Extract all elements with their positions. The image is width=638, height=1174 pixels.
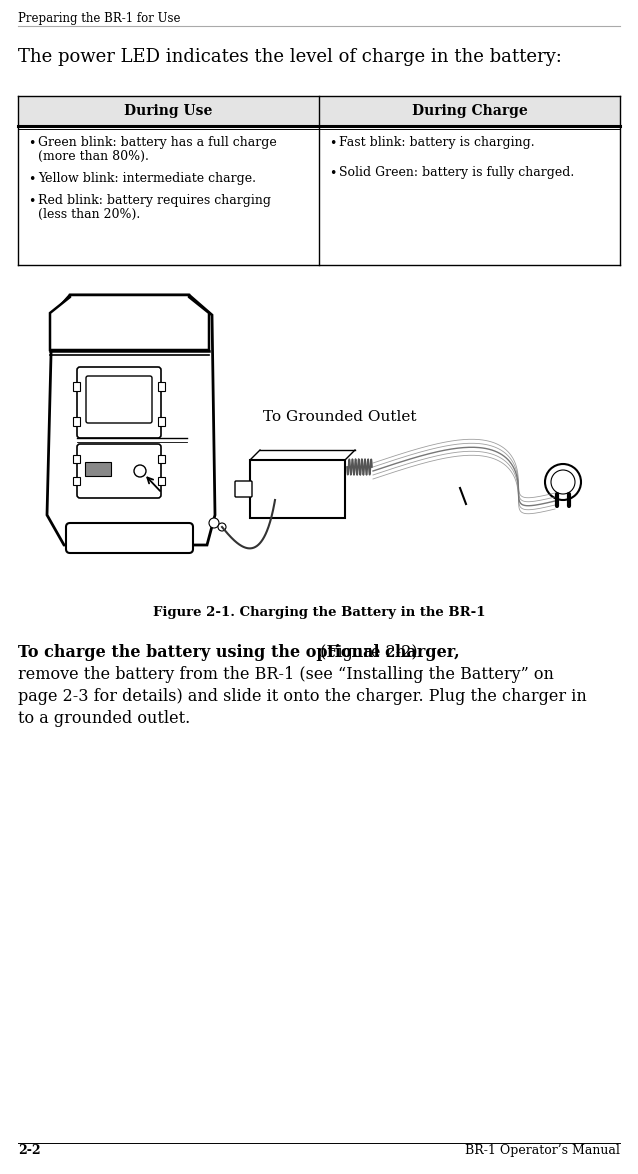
FancyBboxPatch shape: [250, 460, 345, 518]
Text: to a grounded outlet.: to a grounded outlet.: [18, 710, 190, 727]
Text: (Figure 2-2): (Figure 2-2): [315, 645, 418, 661]
Bar: [158, 417, 165, 426]
Bar: [73, 456, 80, 463]
Text: (less than 20%).: (less than 20%).: [38, 208, 140, 221]
Circle shape: [209, 518, 219, 528]
Bar: [73, 417, 80, 426]
Bar: [158, 382, 165, 391]
Circle shape: [134, 465, 146, 477]
FancyBboxPatch shape: [77, 367, 161, 438]
Text: The power LED indicates the level of charge in the battery:: The power LED indicates the level of cha…: [18, 48, 562, 66]
Text: •: •: [329, 137, 336, 150]
FancyBboxPatch shape: [86, 376, 152, 423]
Text: page 2-3 for details) and slide it onto the charger. Plug the charger in: page 2-3 for details) and slide it onto …: [18, 688, 587, 706]
Bar: [158, 477, 165, 485]
Text: To Grounded Outlet: To Grounded Outlet: [263, 410, 417, 424]
Bar: [158, 456, 165, 463]
FancyBboxPatch shape: [85, 463, 111, 475]
Text: Yellow blink: intermediate charge.: Yellow blink: intermediate charge.: [38, 173, 256, 185]
Text: Solid Green: battery is fully charged.: Solid Green: battery is fully charged.: [339, 166, 574, 178]
Bar: [73, 382, 80, 391]
Text: Preparing the BR-1 for Use: Preparing the BR-1 for Use: [18, 12, 181, 25]
Text: (more than 80%).: (more than 80%).: [38, 150, 149, 163]
Text: BR-1 Operator’s Manual: BR-1 Operator’s Manual: [465, 1143, 620, 1158]
Text: Fast blink: battery is charging.: Fast blink: battery is charging.: [339, 136, 535, 149]
FancyBboxPatch shape: [66, 522, 193, 553]
Bar: [73, 477, 80, 485]
Text: During Use: During Use: [124, 104, 212, 119]
Text: To charge the battery using the optional charger,: To charge the battery using the optional…: [18, 645, 459, 661]
FancyBboxPatch shape: [235, 481, 252, 497]
Text: 2-2: 2-2: [18, 1143, 41, 1158]
FancyBboxPatch shape: [77, 444, 161, 498]
Circle shape: [545, 464, 581, 500]
Text: •: •: [28, 137, 35, 150]
Circle shape: [218, 522, 226, 531]
Text: remove the battery from the BR-1 (see “Installing the Battery” on: remove the battery from the BR-1 (see “I…: [18, 666, 554, 683]
Text: •: •: [329, 167, 336, 180]
PathPatch shape: [47, 295, 215, 545]
Circle shape: [551, 470, 575, 494]
Text: •: •: [28, 195, 35, 208]
PathPatch shape: [50, 295, 209, 350]
Text: Green blink: battery has a full charge: Green blink: battery has a full charge: [38, 136, 277, 149]
Text: During Charge: During Charge: [412, 104, 528, 119]
Bar: [18, 96, 620, 126]
Text: Figure 2-1. Charging the Battery in the BR-1: Figure 2-1. Charging the Battery in the …: [152, 606, 486, 619]
Text: •: •: [28, 173, 35, 185]
Text: Red blink: battery requires charging: Red blink: battery requires charging: [38, 194, 271, 207]
